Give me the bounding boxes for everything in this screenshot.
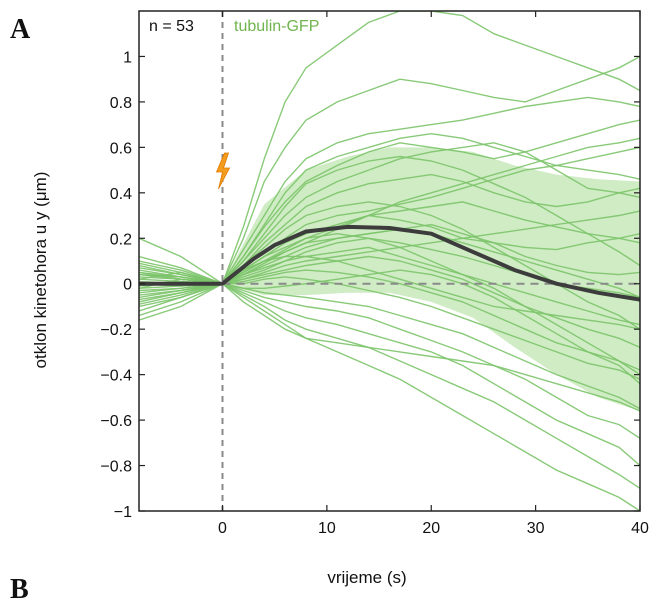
x-tick: 0 <box>218 11 227 537</box>
y-tick: 0.6 <box>110 140 640 157</box>
mean-line-layer <box>139 224 640 302</box>
plot-area: 0 10 20 30 40 −1 −0.8 −0.6 −0.4 −0.2 0 0.2 0.4 0.6 0.8… <box>100 10 649 537</box>
trace-line-25 <box>139 155 640 285</box>
y-tick-label: −0.2 <box>100 322 132 339</box>
trace-line-2 <box>139 55 640 292</box>
y-tick-label: 1 <box>123 49 132 66</box>
sample-size-label: n = 53 <box>149 18 194 35</box>
lightning-bolt-shape <box>215 152 231 190</box>
x-axis-label: vrijeme (s) <box>327 568 407 587</box>
y-tick-label: −0.4 <box>100 368 132 385</box>
y-tick: 0.4 <box>110 186 640 203</box>
y-tick-label: 0.2 <box>110 231 132 248</box>
trace-line-14 <box>139 269 640 371</box>
panel-label-a: A <box>10 14 31 45</box>
x-tick-label: 30 <box>527 520 545 537</box>
x-tick-label: 0 <box>218 520 227 537</box>
y-tick-label: 0 <box>123 277 132 294</box>
y-tick: 1 <box>123 49 640 66</box>
x-tick: 10 <box>318 11 336 537</box>
trace-line-1 <box>139 11 640 285</box>
lightning-bolt-icon <box>215 152 231 190</box>
trace-line-24 <box>139 210 640 317</box>
spread-band-layer <box>222 147 640 411</box>
y-tick: 0 <box>123 277 640 294</box>
y-tick-label: 0.6 <box>110 140 132 157</box>
y-tick: −0.8 <box>100 459 640 476</box>
y-tick-label: 0.8 <box>110 95 132 112</box>
trace-line-27 <box>139 262 640 385</box>
spread-band <box>222 147 640 411</box>
y-tick: 0.2 <box>110 231 640 248</box>
axes-frame <box>138 10 641 512</box>
y-tick-label: −0.6 <box>100 413 132 430</box>
trace-line-26 <box>139 255 640 330</box>
y-tick: −0.4 <box>100 368 640 385</box>
x-tick: 30 <box>527 11 545 537</box>
x-tick-label: 10 <box>318 520 336 537</box>
y-tick: 0.8 <box>110 95 640 112</box>
x-tick: 40 <box>631 11 649 537</box>
x-tick-label: 40 <box>631 520 649 537</box>
y-tick: −0.6 <box>100 413 640 430</box>
trace-line-20 <box>139 282 640 511</box>
mean-line <box>139 224 640 302</box>
y-tick: −0.2 <box>100 322 640 339</box>
y-tick-label: 0.4 <box>110 186 132 203</box>
series-label: tubulin-GFP <box>234 18 320 35</box>
trace-line-29 <box>139 137 640 285</box>
trace-line-28 <box>139 132 640 305</box>
trace-line-19 <box>139 273 640 489</box>
y-axis-label: otklon kinetohora u y (μm) <box>31 171 50 369</box>
y-tick-label: −1 <box>114 504 132 521</box>
trace-line-23 <box>139 228 640 299</box>
trace-line-30 <box>139 282 640 412</box>
trace-line-3 <box>139 96 640 285</box>
x-tick: 20 <box>422 11 440 537</box>
trace-line-17 <box>139 264 640 439</box>
x-tick-label: 20 <box>422 520 440 537</box>
ticks-layer: 0 10 20 30 40 −1 −0.8 −0.6 −0.4 −0.2 0 0.2 0.4 0.6 0.8… <box>100 11 649 537</box>
y-tick: −1 <box>114 504 640 521</box>
y-tick-label: −0.8 <box>100 459 132 476</box>
trace-line-18 <box>139 282 640 467</box>
